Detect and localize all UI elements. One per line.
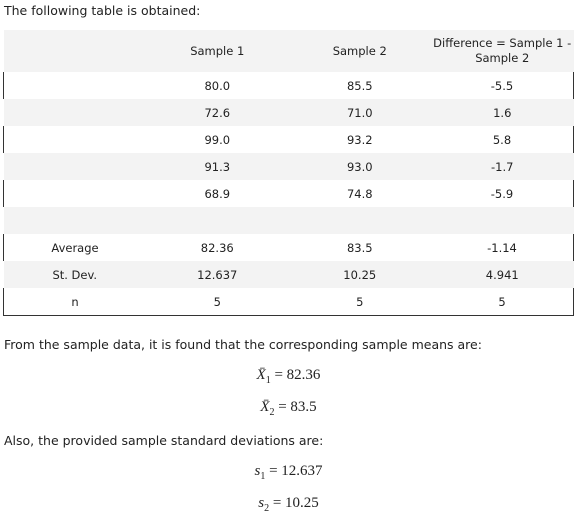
table-row: St. Dev. 12.637 10.25 4.941 bbox=[3, 261, 574, 288]
subscript: 1 bbox=[260, 471, 266, 482]
table-cell: 82.36 bbox=[200, 240, 234, 255]
table-cell: -5.5 bbox=[431, 72, 574, 99]
table-cell bbox=[3, 126, 146, 153]
table-cell: 72.6 bbox=[204, 105, 231, 120]
table-cell: -1.7 bbox=[491, 159, 514, 174]
paragraph: From the sample data, it is found that t… bbox=[4, 337, 482, 352]
subscript: 2 bbox=[264, 503, 270, 514]
table-cell: -5.9 bbox=[431, 180, 574, 207]
table-cell: n bbox=[3, 288, 146, 316]
table-row: 99.0 93.2 5.8 bbox=[3, 126, 574, 153]
table-cell: 93.2 bbox=[346, 132, 373, 147]
table-cell: 1.6 bbox=[493, 105, 512, 120]
formula: s1 = 12.637 bbox=[0, 463, 577, 482]
formula: X̄2 = 83.5 bbox=[0, 399, 577, 418]
table-row: Sample 1 Sample 2 Difference = Sample 1 - … bbox=[3, 30, 574, 72]
table-cell: Difference = Sample 1 - Sample 2 bbox=[433, 36, 572, 65]
paragraph: Also, the provided sample standard devia… bbox=[4, 433, 324, 448]
symbol: s bbox=[258, 495, 265, 511]
rhs: = 82.36 bbox=[274, 367, 321, 383]
table-cell bbox=[4, 207, 147, 234]
table-cell: -1.14 bbox=[431, 234, 574, 261]
symbol: X̄ bbox=[260, 399, 270, 415]
table-cell: 91.3 bbox=[204, 159, 231, 174]
table-cell bbox=[289, 207, 432, 234]
table-cell: Average bbox=[3, 234, 146, 261]
table-cell bbox=[4, 153, 147, 180]
intro: The following table is obtained: bbox=[4, 3, 201, 18]
table-cell: 10.25 bbox=[343, 267, 377, 282]
table-cell: 93.0 bbox=[346, 159, 373, 174]
table-cell: 99.0 bbox=[204, 132, 231, 147]
table-cell: Sample 1 bbox=[190, 43, 245, 58]
table-cell: 80.0 bbox=[204, 78, 231, 93]
table-cell: 71.0 bbox=[346, 105, 373, 120]
subscript: 2 bbox=[269, 407, 275, 418]
rhs: = 10.25 bbox=[272, 495, 319, 511]
table-cell: 4.941 bbox=[485, 267, 519, 282]
table-cell: 5.8 bbox=[431, 126, 574, 153]
table-cell: 12.637 bbox=[197, 267, 238, 282]
table-cell bbox=[431, 207, 574, 234]
table-cell: 5 bbox=[288, 288, 431, 316]
table-cell bbox=[3, 180, 146, 207]
table-row: Average 82.36 83.5 -1.14 bbox=[3, 234, 574, 261]
table-row: 68.9 74.8 -5.9 bbox=[3, 180, 574, 207]
formula: X̄1 = 82.36 bbox=[0, 367, 577, 386]
formula: s2 = 10.25 bbox=[0, 495, 577, 514]
symbol: s bbox=[254, 463, 261, 479]
rhs: = 12.637 bbox=[269, 463, 323, 479]
data-table: Sample 1 Sample 2 Difference = Sample 1 - … bbox=[3, 30, 574, 316]
symbol: X̄ bbox=[256, 367, 266, 383]
table-cell: 74.8 bbox=[346, 186, 373, 201]
table-row: 80.0 85.5 -5.5 bbox=[3, 72, 574, 99]
table-cell: 68.9 bbox=[204, 186, 231, 201]
rhs: = 83.5 bbox=[278, 399, 317, 415]
table-cell bbox=[4, 30, 147, 72]
subscript: 1 bbox=[265, 375, 271, 386]
table-row: 91.3 93.0 -1.7 bbox=[3, 153, 574, 180]
table-cell: 85.5 bbox=[346, 78, 373, 93]
table-cell bbox=[4, 99, 147, 126]
table-cell: St. Dev. bbox=[52, 267, 98, 282]
table-row: 72.6 71.0 1.6 bbox=[3, 99, 574, 126]
table-row bbox=[3, 207, 574, 234]
table-cell bbox=[3, 72, 146, 99]
table-cell: 5 bbox=[146, 288, 289, 316]
table-cell: Sample 2 bbox=[332, 43, 387, 58]
table-cell: 5 bbox=[431, 288, 574, 316]
table-cell bbox=[146, 207, 289, 234]
table-cell: 83.5 bbox=[346, 240, 373, 255]
